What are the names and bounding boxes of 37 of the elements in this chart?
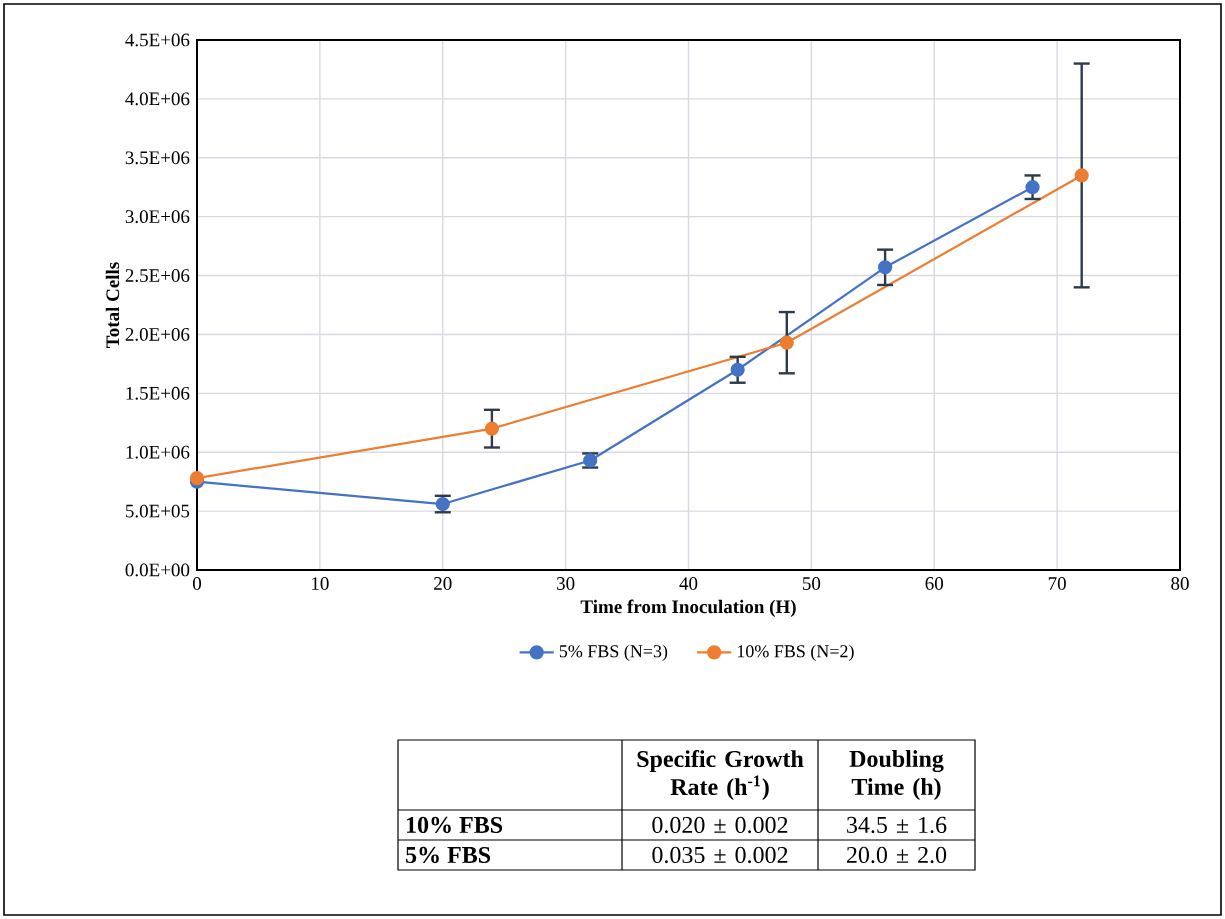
- point: [1074, 168, 1089, 183]
- x-tick-label: 30: [557, 577, 575, 590]
- point: [878, 260, 893, 275]
- legend-label: 5% FBS (N=3): [559, 644, 668, 661]
- x-tick-label: 60: [925, 577, 944, 590]
- x-axis-title: Time from Inoculation (H): [580, 599, 796, 618]
- text: 10% FBS: [406, 816, 503, 834]
- y-tick-label: 5.0E+05: [125, 504, 190, 518]
- y-tick-label: 4.5E+06: [125, 33, 190, 47]
- x-tick-label: 20: [434, 577, 452, 590]
- y-tick-label: 1.0E+06: [126, 445, 190, 459]
- point: [1025, 180, 1040, 195]
- y-tick-label: 4.0E+06: [125, 92, 190, 106]
- x-tick-label: 10: [312, 577, 329, 590]
- text: Doubling Time (h): [849, 750, 944, 800]
- y-tick-label: 0.0E+00: [125, 563, 190, 577]
- x-tick-label: 70: [1048, 577, 1066, 590]
- text: 0.035 ± 0.002: [652, 846, 788, 864]
- point: [484, 421, 499, 436]
- point: [779, 335, 794, 350]
- text: 0.020 ± 0.002: [652, 816, 788, 834]
- text: 5% FBS: [406, 846, 491, 864]
- y-tick-label: 3.5E+06: [125, 151, 190, 165]
- y-tick-label: 3.0E+06: [125, 210, 190, 224]
- text: 34.5 ± 1.6: [847, 816, 947, 834]
- y-axis-title: Total Cells: [105, 262, 120, 348]
- x-tick-label: 50: [802, 577, 821, 590]
- text: Specific Growth Rate (h$^{-1}$): [637, 749, 804, 800]
- y-tick-label: 1.5E+06: [126, 386, 190, 400]
- y-tick-label: 2.0E+06: [125, 327, 190, 341]
- y-tick-label: 2.5E+06: [125, 269, 190, 283]
- text: 20.0 ± 2.0: [846, 846, 947, 864]
- x-tick-label: 40: [679, 577, 698, 590]
- legend-label: 10% FBS (N=2): [737, 644, 854, 661]
- x-tick-label: 0: [192, 577, 202, 590]
- x-tick-label: 80: [1171, 577, 1189, 590]
- point: [730, 362, 745, 377]
